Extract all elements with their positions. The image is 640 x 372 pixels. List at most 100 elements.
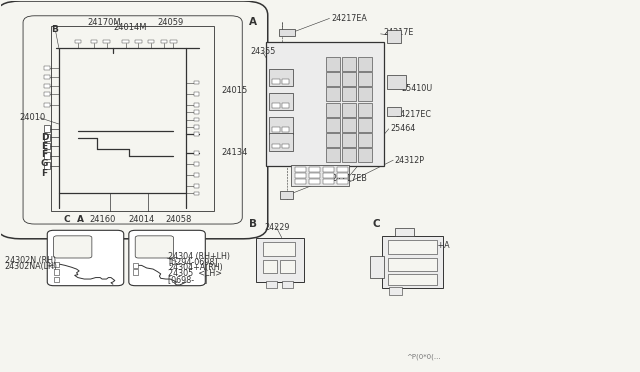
Bar	[272, 127, 280, 132]
Bar	[280, 191, 293, 199]
Text: 24302NA(LH): 24302NA(LH)	[4, 262, 58, 271]
Text: 24217E: 24217E	[384, 28, 414, 37]
Text: 24014M: 24014M	[113, 23, 147, 32]
Bar	[54, 262, 59, 267]
Bar	[383, 236, 443, 288]
Bar	[194, 125, 199, 129]
Bar	[269, 116, 293, 134]
Bar	[342, 133, 356, 147]
Bar	[308, 179, 320, 184]
Bar	[294, 179, 306, 184]
Bar	[194, 192, 199, 195]
Text: 24010: 24010	[19, 113, 45, 122]
Bar	[358, 148, 372, 162]
Bar	[358, 118, 372, 132]
Bar	[75, 40, 81, 44]
Bar	[387, 107, 401, 116]
Text: 24059: 24059	[157, 18, 184, 27]
Bar	[326, 133, 340, 147]
Text: 24217EC: 24217EC	[396, 110, 432, 119]
Bar	[266, 281, 277, 288]
Bar	[148, 40, 154, 44]
Bar	[388, 240, 437, 254]
Text: 24229: 24229	[264, 223, 290, 232]
Bar	[272, 144, 280, 148]
Bar	[194, 110, 199, 114]
Bar	[326, 103, 340, 116]
Bar	[337, 179, 348, 184]
Bar	[282, 79, 289, 84]
Bar	[262, 260, 276, 273]
Bar	[342, 148, 356, 162]
Bar	[342, 57, 356, 71]
Text: F: F	[41, 169, 47, 177]
Bar	[54, 269, 59, 275]
Bar	[269, 68, 293, 86]
Text: 24312P: 24312P	[394, 155, 424, 165]
Bar	[54, 277, 59, 282]
Bar	[308, 173, 320, 178]
Bar	[291, 164, 349, 186]
Bar	[44, 84, 51, 88]
Bar	[294, 167, 306, 171]
Bar	[323, 167, 334, 171]
Text: 24304 (RH+LH): 24304 (RH+LH)	[168, 251, 230, 261]
Text: 24229+A: 24229+A	[412, 241, 450, 250]
Text: [0698-    ]: [0698- ]	[168, 275, 208, 284]
Bar	[194, 92, 199, 96]
Bar	[282, 103, 289, 108]
Bar	[133, 269, 138, 275]
Bar	[387, 30, 401, 43]
Text: F: F	[41, 150, 47, 159]
Bar	[323, 179, 334, 184]
Bar	[44, 162, 51, 169]
Text: 24302N (RH): 24302N (RH)	[4, 256, 56, 265]
Bar	[44, 125, 51, 132]
Bar	[194, 81, 199, 84]
Text: 24304+A(RH): 24304+A(RH)	[168, 263, 223, 272]
Bar	[358, 72, 372, 86]
Text: A: A	[77, 215, 84, 224]
Bar	[342, 103, 356, 116]
Bar	[103, 40, 109, 44]
Text: 24170M: 24170M	[88, 18, 121, 27]
Bar	[326, 57, 340, 71]
Bar	[342, 118, 356, 132]
Bar	[358, 57, 372, 71]
Bar	[272, 79, 280, 84]
Bar	[337, 173, 348, 178]
Text: C: C	[373, 219, 381, 229]
FancyBboxPatch shape	[129, 230, 205, 286]
Bar	[133, 263, 138, 268]
Bar	[282, 144, 289, 148]
Text: E: E	[41, 142, 47, 151]
Bar	[194, 118, 199, 121]
Text: 24058: 24058	[166, 215, 192, 224]
FancyBboxPatch shape	[47, 230, 124, 286]
Bar	[282, 281, 293, 288]
Bar	[278, 29, 294, 36]
Bar	[170, 40, 177, 44]
Bar	[91, 40, 97, 44]
Text: ^P(0*0(...: ^P(0*0(...	[406, 353, 441, 360]
Bar	[269, 93, 293, 110]
Bar	[280, 260, 294, 273]
Bar	[44, 92, 51, 96]
Bar	[194, 162, 199, 166]
Bar	[194, 103, 199, 107]
Text: 24015: 24015	[221, 86, 248, 94]
Text: 25410U: 25410U	[401, 84, 432, 93]
Bar	[337, 167, 348, 171]
Bar	[135, 40, 141, 44]
Bar	[326, 118, 340, 132]
Bar	[388, 273, 437, 285]
Bar	[323, 173, 334, 178]
Bar	[44, 134, 51, 141]
Bar	[266, 42, 384, 166]
Bar	[194, 132, 199, 136]
Bar	[395, 228, 414, 236]
Bar	[342, 87, 356, 102]
FancyBboxPatch shape	[54, 236, 92, 258]
Text: 24014: 24014	[129, 215, 155, 224]
Bar	[51, 26, 214, 211]
